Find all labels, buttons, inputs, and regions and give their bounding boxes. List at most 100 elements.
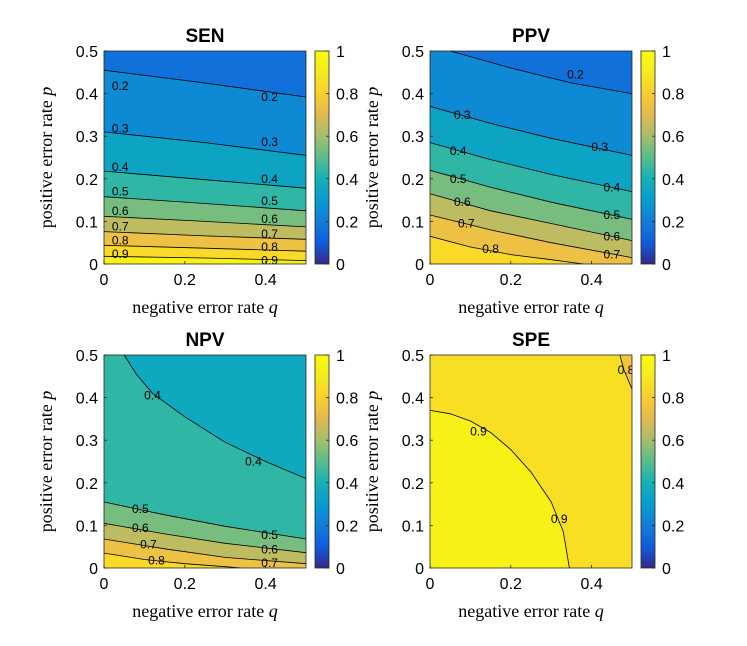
x-tick-label: 0 xyxy=(100,272,109,289)
y-axis-label: positive error rate p xyxy=(362,391,382,532)
colorbar-tick-label: 1 xyxy=(336,348,345,365)
y-axis-variable: p xyxy=(36,87,56,98)
y-tick-label: 0.2 xyxy=(76,476,98,493)
contour-label: 0.8 xyxy=(261,240,278,254)
contour-line-0.7 xyxy=(104,538,306,565)
colorbar-tick-label: 0.6 xyxy=(336,129,358,146)
colorbar-tick-label: 0.2 xyxy=(336,214,358,231)
contour-label: 0.5 xyxy=(450,172,467,186)
contour-label: 0.8 xyxy=(618,363,635,377)
x-axis-label: negative error rate q xyxy=(132,601,277,621)
contour-label: 0.5 xyxy=(261,194,278,208)
colorbar-tick-label: 0.2 xyxy=(336,518,358,535)
plot-area: 0.9 0.9 0.8 xyxy=(430,355,635,568)
contour-label: 0.2 xyxy=(112,79,129,93)
contour-line-0.2 xyxy=(104,69,306,98)
contour-line-0.3 xyxy=(104,131,306,156)
contour-line-0.8 xyxy=(430,235,584,264)
contour-label: 0.6 xyxy=(603,229,620,243)
plot-area: 0.8 0.7 0.7 0.6 0.6 0.5 0.5 0.4 0.4 0.3 0.3 0.2 xyxy=(430,51,632,264)
y-tick-label: 0.2 xyxy=(402,476,424,493)
y-tick-label: 0.5 xyxy=(402,44,424,61)
x-axis-label: negative error rate q xyxy=(458,601,603,621)
colorbar-tick-label: 0.4 xyxy=(662,476,684,493)
contour-label: 0.4 xyxy=(144,388,161,402)
contour-label: 0.7 xyxy=(261,227,278,241)
x-axis-variable: q xyxy=(595,601,604,621)
contour-line-0.4 xyxy=(430,142,632,192)
y-axis-variable: p xyxy=(362,391,382,402)
colorbar-tick-label: 0 xyxy=(336,257,345,274)
x-tick-label: 0.4 xyxy=(580,272,602,289)
contour-line-0.7 xyxy=(430,214,632,258)
colorbar-tick-label: 0.2 xyxy=(662,518,684,535)
plot-area: 0.80.70.70.60.60.50.50.40.4 xyxy=(104,355,306,570)
panel-npv: 0.80.70.70.60.60.50.50.40.40 0.2 0.400.10.… xyxy=(36,330,358,621)
contour-label: 0.8 xyxy=(482,242,499,256)
axes-box xyxy=(429,354,633,569)
y-tick-label: 0.3 xyxy=(402,129,424,146)
x-axis-variable: q xyxy=(269,601,278,621)
contour-label: 0.3 xyxy=(112,122,129,136)
y-tick-label: 0.3 xyxy=(76,433,98,450)
y-axis-label: positive error rate p xyxy=(362,87,382,228)
contour-label: 0.6 xyxy=(261,212,278,226)
colorbar-tick-label: 0.4 xyxy=(336,476,358,493)
contour-line-0.5 xyxy=(104,196,306,212)
contour-label: 0.5 xyxy=(132,502,149,516)
colorbar: 0 0.2 0.4 0.6 0.8 1 xyxy=(314,44,358,274)
colorbar-tick-label: 0.4 xyxy=(336,172,358,189)
contour-line-0.8 xyxy=(104,244,306,252)
y-axis-variable: p xyxy=(362,87,382,98)
contour-label: 0.7 xyxy=(261,556,278,570)
x-tick-label: 0.2 xyxy=(500,576,522,593)
colorbar-tick-label: 1 xyxy=(662,348,671,365)
contour-line-0.5 xyxy=(104,501,306,540)
x-tick-label: 0 xyxy=(426,272,435,289)
contour-line-0.7 xyxy=(104,231,306,240)
contour-label: 0.5 xyxy=(112,185,129,199)
contour-label: 0.6 xyxy=(454,195,471,209)
contour-label: 0.5 xyxy=(603,208,620,222)
y-tick-label: 0.3 xyxy=(402,433,424,450)
x-tick-label: 0 xyxy=(100,576,109,593)
contour-label: 0.7 xyxy=(112,220,129,234)
contour-label: 0.9 xyxy=(551,512,568,526)
colorbar-tick-label: 0.6 xyxy=(336,433,358,450)
contour-label: 0.6 xyxy=(261,542,278,556)
y-tick-label: 0.1 xyxy=(402,214,424,231)
plot-area: 0.9 0.90.8 0.80.70.70.60.60.50.50.40.40.30… xyxy=(104,51,306,264)
x-axis-label: negative error rate q xyxy=(458,297,603,317)
y-tick-label: 0 xyxy=(415,257,424,274)
contour-label: 0.5 xyxy=(261,528,278,542)
colorbar-gradient xyxy=(640,354,656,569)
colorbar-tick-label: 0.6 xyxy=(662,433,684,450)
y-tick-label: 0.4 xyxy=(76,87,98,104)
contour-line-0.2 xyxy=(450,51,632,94)
y-tick-label: 0.4 xyxy=(402,391,424,408)
y-tick-label: 0.5 xyxy=(76,44,98,61)
chart-title: NPV xyxy=(185,330,224,351)
x-tick-label: 0.2 xyxy=(174,272,196,289)
axes-box xyxy=(103,50,307,265)
y-tick-label: 0.5 xyxy=(402,348,424,365)
y-axis-variable: p xyxy=(36,391,56,402)
colorbar-tick-label: 0.2 xyxy=(662,214,684,231)
colorbar-tick-label: 0 xyxy=(662,561,671,578)
x-axis-variable: q xyxy=(595,297,604,317)
contour-line-0.8 xyxy=(104,552,242,568)
contour-label: 0.8 xyxy=(112,234,129,248)
colorbar-tick-label: 0 xyxy=(336,561,345,578)
contour-line-0.9 xyxy=(430,410,570,568)
contour-label: 0.3 xyxy=(591,140,608,154)
contour-fill-0.9 xyxy=(104,256,306,264)
x-axis-variable: q xyxy=(269,297,278,317)
colorbar: 0 0.2 0.4 0.6 0.8 1 xyxy=(314,348,358,578)
contour-label: 0.4 xyxy=(112,160,129,174)
colorbar-gradient xyxy=(314,50,330,265)
contour-line-0.6 xyxy=(430,193,632,241)
x-tick-label: 0.2 xyxy=(174,576,196,593)
chart-title: SPE xyxy=(512,330,550,351)
contour-line-0.4 xyxy=(123,355,306,479)
contour-line-0.8 xyxy=(619,355,632,390)
